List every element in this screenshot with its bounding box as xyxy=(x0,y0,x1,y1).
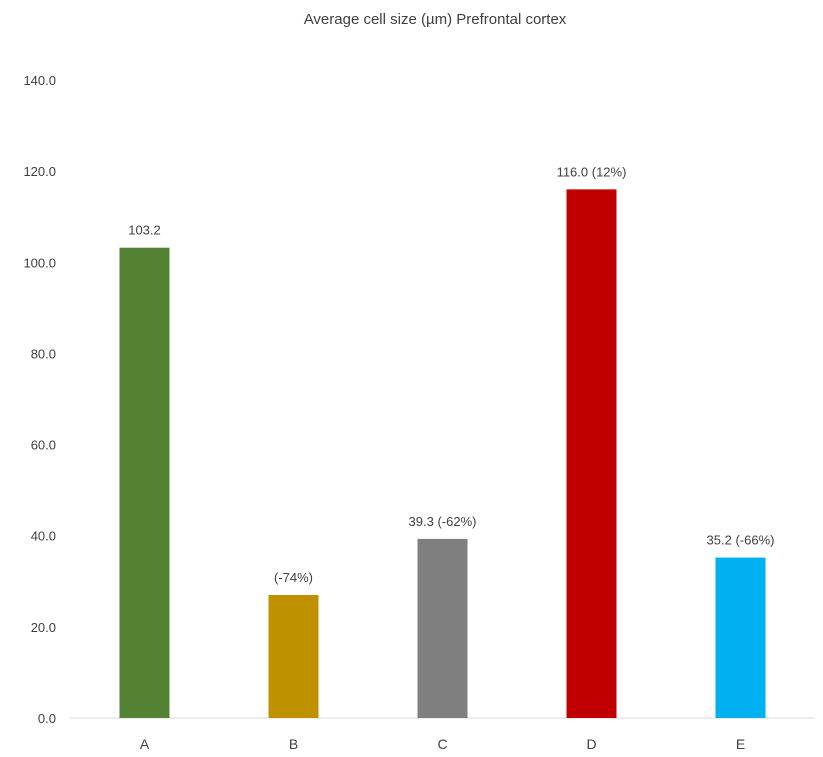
data-label-e: 35.2 (-66%) xyxy=(707,533,775,548)
data-label-b: (-74%) xyxy=(274,570,313,585)
bar-series xyxy=(119,189,766,718)
y-axis-tick-labels: 0.0 20.0 40.0 60.0 80.0 100.0 120.0 140.0 xyxy=(23,73,56,726)
y-tick-label: 140.0 xyxy=(23,73,56,88)
y-tick-label: 60.0 xyxy=(31,438,56,453)
data-label-d: 116.0 (12%) xyxy=(557,164,627,179)
y-tick-label: 20.0 xyxy=(31,620,56,635)
bar-b xyxy=(268,594,319,718)
bar-c xyxy=(417,538,468,718)
data-labels: 103.2 (-74%) 39.3 (-62%) 116.0 (12%) 35.2 (-… xyxy=(128,164,774,585)
y-tick-label: 120.0 xyxy=(23,164,56,179)
x-tick-label-e: E xyxy=(736,736,745,752)
x-axis-tick-labels: A B C D E xyxy=(140,736,745,752)
y-tick-label: 80.0 xyxy=(31,346,56,361)
x-tick-label-b: B xyxy=(289,736,298,752)
x-tick-label-a: A xyxy=(140,736,150,752)
bar-a xyxy=(119,247,170,718)
bar-e xyxy=(715,557,766,718)
y-tick-label: 40.0 xyxy=(31,529,56,544)
x-tick-label-d: D xyxy=(586,736,596,752)
data-label-a: 103.2 xyxy=(128,223,161,238)
bar-d xyxy=(566,189,617,718)
data-label-c: 39.3 (-62%) xyxy=(409,514,477,529)
y-tick-label: 0.0 xyxy=(38,711,56,726)
y-tick-label: 100.0 xyxy=(23,255,56,270)
x-tick-label-c: C xyxy=(437,736,447,752)
chart-title: Average cell size (µm) Prefrontal cortex xyxy=(304,11,567,28)
